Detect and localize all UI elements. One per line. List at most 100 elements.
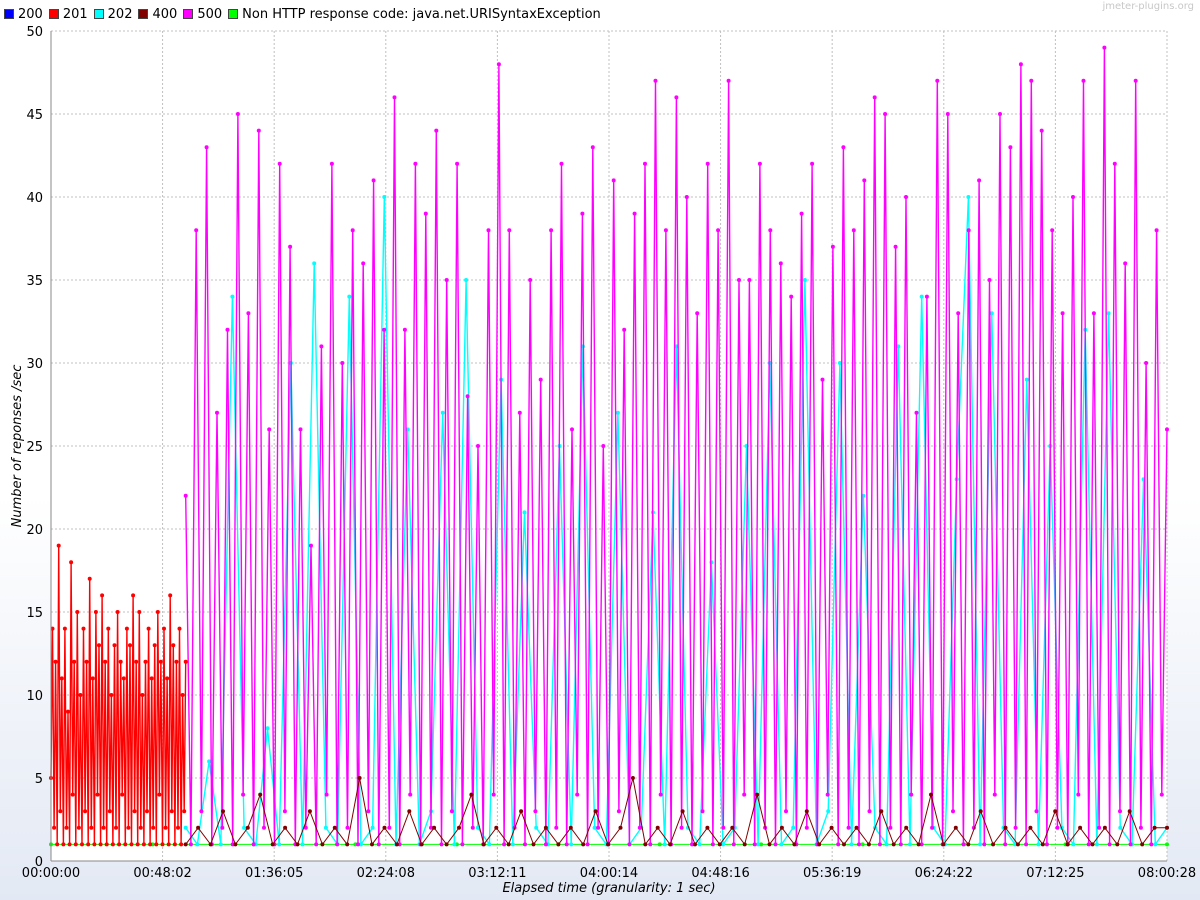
- data-point: [112, 643, 117, 648]
- data-point: [507, 228, 512, 233]
- y-tick-label: 35: [26, 274, 43, 289]
- data-point: [914, 410, 919, 415]
- data-point: [494, 825, 499, 830]
- data-point: [643, 161, 647, 166]
- data-point: [919, 842, 924, 847]
- data-point: [826, 809, 831, 814]
- data-point: [528, 278, 533, 282]
- data-point: [163, 825, 168, 830]
- data-point: [233, 842, 238, 847]
- data-point: [171, 643, 176, 648]
- data-point: [89, 825, 94, 830]
- data-point: [394, 842, 399, 847]
- legend-item: 200: [4, 7, 43, 22]
- data-point: [146, 626, 151, 631]
- data-point: [841, 145, 846, 150]
- x-tick-label: 02:24:08: [357, 866, 415, 881]
- y-tick-label: 5: [35, 772, 43, 787]
- data-point: [143, 659, 148, 664]
- data-point: [169, 809, 174, 814]
- data-point: [549, 228, 554, 233]
- data-point: [1053, 809, 1058, 814]
- legend-label: 202: [107, 6, 133, 22]
- data-point: [680, 809, 685, 814]
- data-point: [319, 344, 324, 349]
- x-tick-label: 05:36:19: [803, 866, 861, 881]
- series-201: [49, 543, 188, 847]
- x-tick-label: 00:48:02: [133, 866, 191, 881]
- data-point: [100, 593, 105, 598]
- data-point: [862, 178, 867, 183]
- data-point: [632, 211, 637, 216]
- data-point: [779, 825, 784, 830]
- data-point: [810, 161, 815, 166]
- data-point: [941, 842, 946, 847]
- legend-swatch: [93, 9, 104, 19]
- data-point: [160, 842, 165, 847]
- data-point: [817, 842, 822, 847]
- data-point: [69, 560, 74, 565]
- data-point: [62, 626, 67, 631]
- data-point: [658, 792, 663, 797]
- data-point: [580, 211, 585, 216]
- data-point: [1094, 842, 1099, 847]
- data-point: [837, 361, 842, 365]
- data-point: [194, 228, 199, 233]
- data-point: [282, 809, 287, 814]
- data-point: [361, 261, 366, 266]
- data-point: [1071, 842, 1076, 847]
- data-point: [721, 842, 726, 847]
- legend-item: 500: [183, 7, 222, 22]
- data-point: [791, 825, 796, 830]
- data-point: [742, 792, 747, 797]
- data-point: [998, 112, 1002, 116]
- data-point: [756, 842, 761, 847]
- data-point: [1055, 825, 1060, 830]
- data-point: [320, 842, 325, 847]
- data-point: [208, 842, 213, 847]
- x-tick-label: 07:12:25: [1026, 866, 1084, 881]
- data-point: [168, 593, 173, 598]
- x-tick-label: 01:36:05: [245, 866, 303, 881]
- data-point: [966, 842, 971, 847]
- y-tick-label: 45: [26, 108, 43, 123]
- data-point: [759, 842, 764, 847]
- series-500: [183, 45, 1169, 847]
- data-point: [1071, 195, 1075, 199]
- data-point: [277, 842, 282, 847]
- data-point: [697, 842, 702, 847]
- data-point: [277, 161, 282, 166]
- data-point: [140, 693, 145, 697]
- data-point: [961, 842, 966, 847]
- data-point: [440, 410, 445, 415]
- data-point: [449, 809, 454, 814]
- data-point: [215, 410, 219, 415]
- data-point: [710, 842, 715, 847]
- data-point: [392, 95, 397, 100]
- data-point: [439, 842, 444, 847]
- data-point: [872, 95, 877, 100]
- data-point: [312, 261, 317, 266]
- data-point: [382, 195, 387, 199]
- y-tick-label: 25: [26, 440, 43, 455]
- legend-item: 201: [48, 7, 88, 22]
- data-point: [836, 842, 841, 847]
- data-point: [464, 278, 469, 282]
- data-point: [157, 792, 162, 797]
- data-point: [564, 842, 569, 847]
- x-axis-title: Elapsed time (granularity: 1 sec): [502, 881, 715, 896]
- legend-item: Non HTTP response code: java.net.URISynt…: [228, 7, 601, 22]
- data-point: [345, 825, 350, 830]
- data-point: [1044, 842, 1049, 847]
- data-point: [151, 825, 156, 830]
- data-point: [1065, 842, 1070, 847]
- data-point: [487, 842, 492, 847]
- data-point: [1034, 809, 1039, 814]
- legend-label: 400: [152, 6, 178, 22]
- data-point: [481, 842, 486, 847]
- data-point: [55, 842, 60, 847]
- data-point: [559, 161, 564, 166]
- data-point: [220, 825, 225, 830]
- data-point: [288, 244, 293, 249]
- data-point: [773, 842, 778, 847]
